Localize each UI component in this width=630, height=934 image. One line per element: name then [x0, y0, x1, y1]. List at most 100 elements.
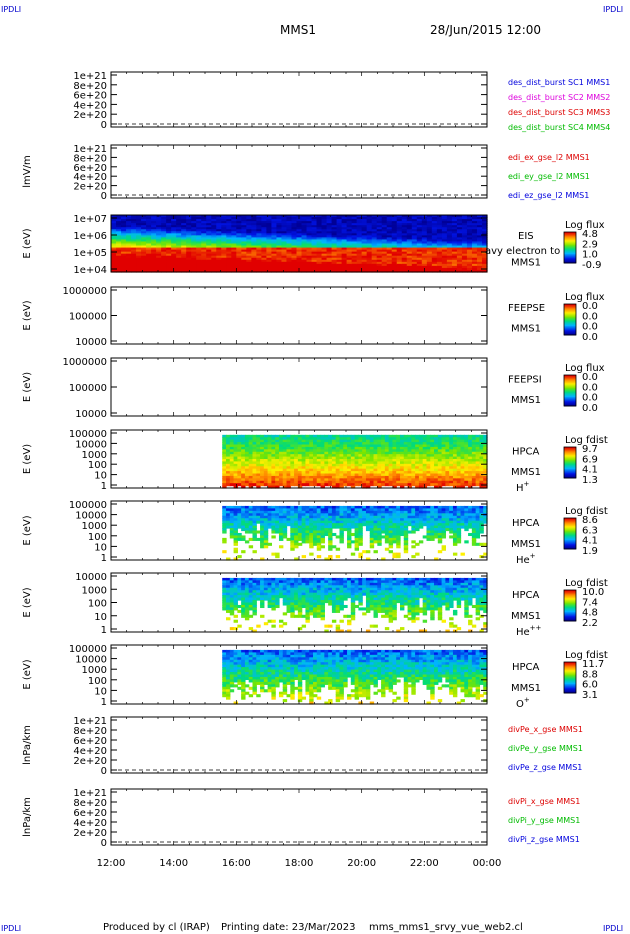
- p3-spectrogram-cell: [381, 221, 388, 224]
- p6-spectrogram-cell: [316, 456, 322, 460]
- p6-spectrogram-cell: [377, 454, 382, 458]
- p5-colorbar-cell: [564, 391, 576, 394]
- p3-spectrogram-cell: [411, 225, 418, 228]
- p7-spectrogram-cell: [267, 505, 273, 509]
- p3-spectrogram-cell: [286, 227, 293, 230]
- p7-spectrogram-cell: [369, 545, 375, 549]
- p7-spectrogram-cell: [313, 510, 318, 514]
- p3-spectrogram-cell: [356, 215, 363, 218]
- p6-spectrogram-cell: [407, 444, 412, 448]
- p6-spectrogram-cell: [324, 446, 329, 450]
- p3-spectrogram-cell: [426, 237, 433, 241]
- p3-spectrogram-cell: [261, 235, 268, 238]
- p6-spectrogram-cell: [252, 478, 257, 482]
- p3-spectrogram-cell: [296, 223, 303, 226]
- p3-spectrogram-cell: [266, 215, 273, 218]
- p6-spectrogram-cell: [350, 446, 356, 450]
- p7-spectrogram-cell: [226, 505, 231, 509]
- p3-spectrogram-cell: [411, 215, 418, 218]
- p3-spectrogram-cell: [156, 217, 162, 220]
- p3-spectrogram-cell: [141, 245, 147, 249]
- p3-spectrogram-cell: [136, 221, 142, 224]
- p6-spectrogram-cell: [324, 439, 329, 443]
- p6-spectrogram-cell: [407, 434, 412, 438]
- p3-spectrogram-cell: [151, 257, 157, 261]
- p3-spectrogram-cell: [176, 239, 182, 243]
- p3-spectrogram-cell: [196, 255, 202, 259]
- p3-spectrogram-cell: [316, 257, 323, 261]
- p3-spectrogram-cell: [211, 217, 217, 220]
- p6-spectrogram-cell: [430, 475, 435, 479]
- p6-spectrogram-cell: [418, 478, 424, 482]
- p6-spectrogram-cell: [373, 451, 378, 455]
- p3-spectrogram-cell: [406, 247, 413, 251]
- p7-spectrogram-cell: [400, 525, 405, 529]
- p3-spectrogram-cell: [361, 235, 368, 238]
- p3-spectrogram-cell: [351, 255, 358, 259]
- p3-spectrogram-cell: [431, 257, 438, 261]
- p3-spectrogram-cell: [241, 255, 247, 259]
- p7-spectrogram-cell: [415, 508, 420, 512]
- p6-spectrogram-cell: [331, 475, 337, 479]
- p3-spectrogram-cell: [331, 257, 338, 261]
- p6-spectrogram-cell: [278, 471, 284, 475]
- p3-spectrogram-cell: [176, 257, 182, 261]
- p6-spectrogram-cell: [256, 442, 261, 446]
- p3-spectrogram-cell: [211, 249, 217, 253]
- p6-spectrogram-cell: [437, 463, 443, 467]
- p6-spectrogram-cell: [324, 478, 329, 482]
- p6-spectrogram-cell: [411, 468, 416, 472]
- p7-spectrogram-cell: [222, 515, 227, 519]
- p3-spectrogram-cell: [431, 249, 438, 253]
- p7-spectrogram-cell: [396, 535, 401, 539]
- p6-spectrogram-cell: [452, 463, 458, 467]
- p3-spectrogram-cell: [441, 241, 448, 245]
- p3-spectrogram-cell: [141, 223, 147, 226]
- p7-spectrogram-cell: [441, 513, 446, 517]
- p6-spectrogram-cell: [381, 468, 386, 472]
- p3-spectrogram-cell: [306, 249, 313, 253]
- p7-spectrogram-cell: [403, 523, 409, 527]
- p7-spectrogram-cell: [430, 510, 435, 514]
- p6-spectrogram-cell: [434, 466, 439, 470]
- p6-spectrogram-cell: [377, 480, 382, 484]
- p3-spectrogram-cell: [226, 249, 232, 253]
- p7-spectrogram-cell: [418, 508, 424, 512]
- p3-spectrogram-cell: [416, 243, 423, 247]
- p3-spectrogram-cell: [241, 227, 247, 230]
- p3-colorbar-cell: [564, 255, 576, 258]
- p6-spectrogram-cell: [479, 480, 484, 484]
- p7-spectrogram-cell: [222, 525, 227, 529]
- p6-spectrogram-cell: [400, 478, 405, 482]
- p6-spectrogram-cell: [411, 459, 416, 463]
- p6-spectrogram-cell: [248, 459, 254, 463]
- p6-spectrogram-cell: [347, 461, 352, 465]
- p6-spectrogram-cell: [347, 456, 352, 460]
- p6-spectrogram-cell: [226, 456, 231, 460]
- p6-spectrogram-cell: [263, 466, 269, 470]
- p3-spectrogram-cell: [366, 237, 373, 241]
- p3-spectrogram-cell: [256, 259, 262, 263]
- p3-spectrogram-cell: [226, 267, 232, 271]
- p3-spectrogram-cell: [266, 231, 273, 234]
- p3-spectrogram-cell: [151, 239, 157, 243]
- p4-colorbar-tick: 0.0: [582, 301, 598, 312]
- p3-spectrogram-cell: [346, 247, 353, 251]
- p3-spectrogram-cell: [116, 253, 122, 257]
- p6-spectrogram-cell: [316, 444, 322, 448]
- p3-spectrogram-cell: [426, 245, 433, 249]
- p6-spectrogram-cell: [278, 480, 284, 484]
- p6-spectrogram-cell: [373, 461, 378, 465]
- p7-spectrogram-cell: [434, 518, 439, 522]
- p3-spectrogram-cell: [216, 247, 222, 251]
- p6-spectrogram-cell: [377, 471, 382, 475]
- p6-spectrogram-cell: [354, 461, 359, 465]
- p3-spectrogram-cell: [306, 247, 313, 251]
- p7-spectrogram-cell: [301, 535, 307, 539]
- p7-spectrogram-cell: [328, 540, 333, 544]
- p6-spectrogram-cell: [468, 480, 473, 484]
- p3-spectrogram-cell: [211, 243, 217, 247]
- p7-spectrogram-cell: [331, 520, 337, 524]
- p3-spectrogram-cell: [391, 267, 398, 271]
- p6-colorbar-cell: [564, 456, 576, 458]
